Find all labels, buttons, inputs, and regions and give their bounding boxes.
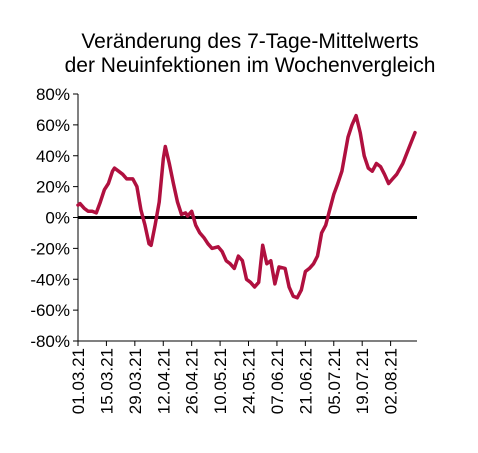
y-tick-label: -60% <box>30 301 70 320</box>
x-tick-label: 05.07.21 <box>325 348 344 414</box>
y-tick-label: 40% <box>36 147 70 166</box>
x-tick-label: 24.05.21 <box>240 348 259 414</box>
x-tick-label: 19.07.21 <box>353 348 372 414</box>
y-tick-label: -20% <box>30 239 70 258</box>
chart-title-line-2: der Neuinfektionen im Wochenvergleich <box>64 54 436 77</box>
x-tick-label: 26.04.21 <box>183 348 202 414</box>
y-tick-label: -40% <box>30 270 70 289</box>
x-tick-label: 01.03.21 <box>69 348 88 414</box>
y-tick-label: 80% <box>36 85 70 104</box>
y-tick-label: -80% <box>30 332 70 351</box>
x-tick-label: 21.06.21 <box>296 348 315 414</box>
x-tick-label: 02.08.21 <box>382 348 401 414</box>
x-tick-label: 12.04.21 <box>154 348 173 414</box>
x-tick-label: 10.05.21 <box>211 348 230 414</box>
series-line <box>76 113 417 300</box>
x-tick-label: 07.06.21 <box>268 348 287 414</box>
chart-title-line-1: Veränderung des 7-Tage-Mittelwerts <box>81 30 419 53</box>
y-tick-label: 0% <box>45 209 70 228</box>
y-tick-label: 20% <box>36 178 70 197</box>
x-tick-label: 15.03.21 <box>97 348 116 414</box>
y-tick-label: 60% <box>36 116 70 135</box>
x-tick-label: 29.03.21 <box>126 348 145 414</box>
